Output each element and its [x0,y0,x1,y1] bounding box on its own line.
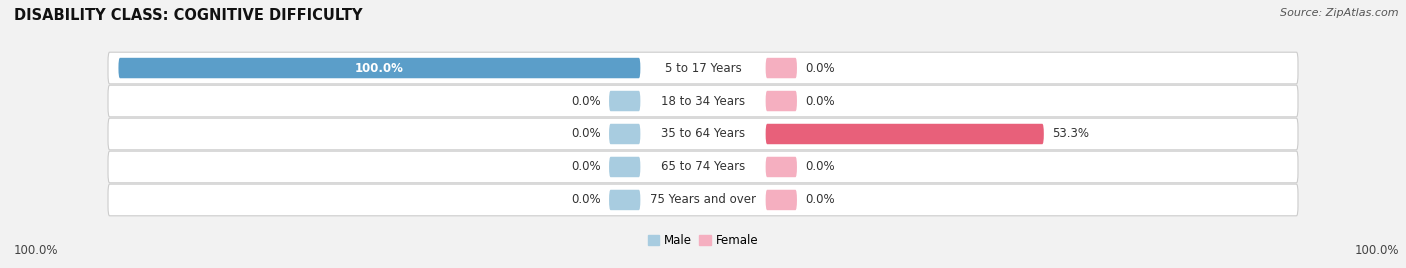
Text: 100.0%: 100.0% [354,62,404,75]
Text: DISABILITY CLASS: COGNITIVE DIFFICULTY: DISABILITY CLASS: COGNITIVE DIFFICULTY [14,8,363,23]
FancyBboxPatch shape [609,157,640,177]
FancyBboxPatch shape [766,190,797,210]
Text: 35 to 64 Years: 35 to 64 Years [661,128,745,140]
FancyBboxPatch shape [108,52,1298,84]
FancyBboxPatch shape [609,91,640,111]
FancyBboxPatch shape [766,157,797,177]
Text: 0.0%: 0.0% [572,161,602,173]
Text: 100.0%: 100.0% [14,244,59,257]
FancyBboxPatch shape [118,58,640,78]
FancyBboxPatch shape [108,118,1298,150]
Text: 0.0%: 0.0% [804,62,834,75]
Text: 5 to 17 Years: 5 to 17 Years [665,62,741,75]
Text: 0.0%: 0.0% [804,95,834,107]
Text: 75 Years and over: 75 Years and over [650,193,756,206]
FancyBboxPatch shape [766,91,797,111]
FancyBboxPatch shape [108,184,1298,216]
Text: Source: ZipAtlas.com: Source: ZipAtlas.com [1281,8,1399,18]
FancyBboxPatch shape [609,124,640,144]
Text: 65 to 74 Years: 65 to 74 Years [661,161,745,173]
FancyBboxPatch shape [108,85,1298,117]
FancyBboxPatch shape [609,190,640,210]
Text: 0.0%: 0.0% [804,193,834,206]
Text: 53.3%: 53.3% [1052,128,1088,140]
FancyBboxPatch shape [766,124,1043,144]
Text: 18 to 34 Years: 18 to 34 Years [661,95,745,107]
FancyBboxPatch shape [108,151,1298,183]
Text: 0.0%: 0.0% [572,128,602,140]
FancyBboxPatch shape [766,58,797,78]
Text: 0.0%: 0.0% [804,161,834,173]
Text: 0.0%: 0.0% [572,193,602,206]
Text: 0.0%: 0.0% [572,95,602,107]
Legend: Male, Female: Male, Female [643,229,763,252]
Text: 100.0%: 100.0% [1354,244,1399,257]
